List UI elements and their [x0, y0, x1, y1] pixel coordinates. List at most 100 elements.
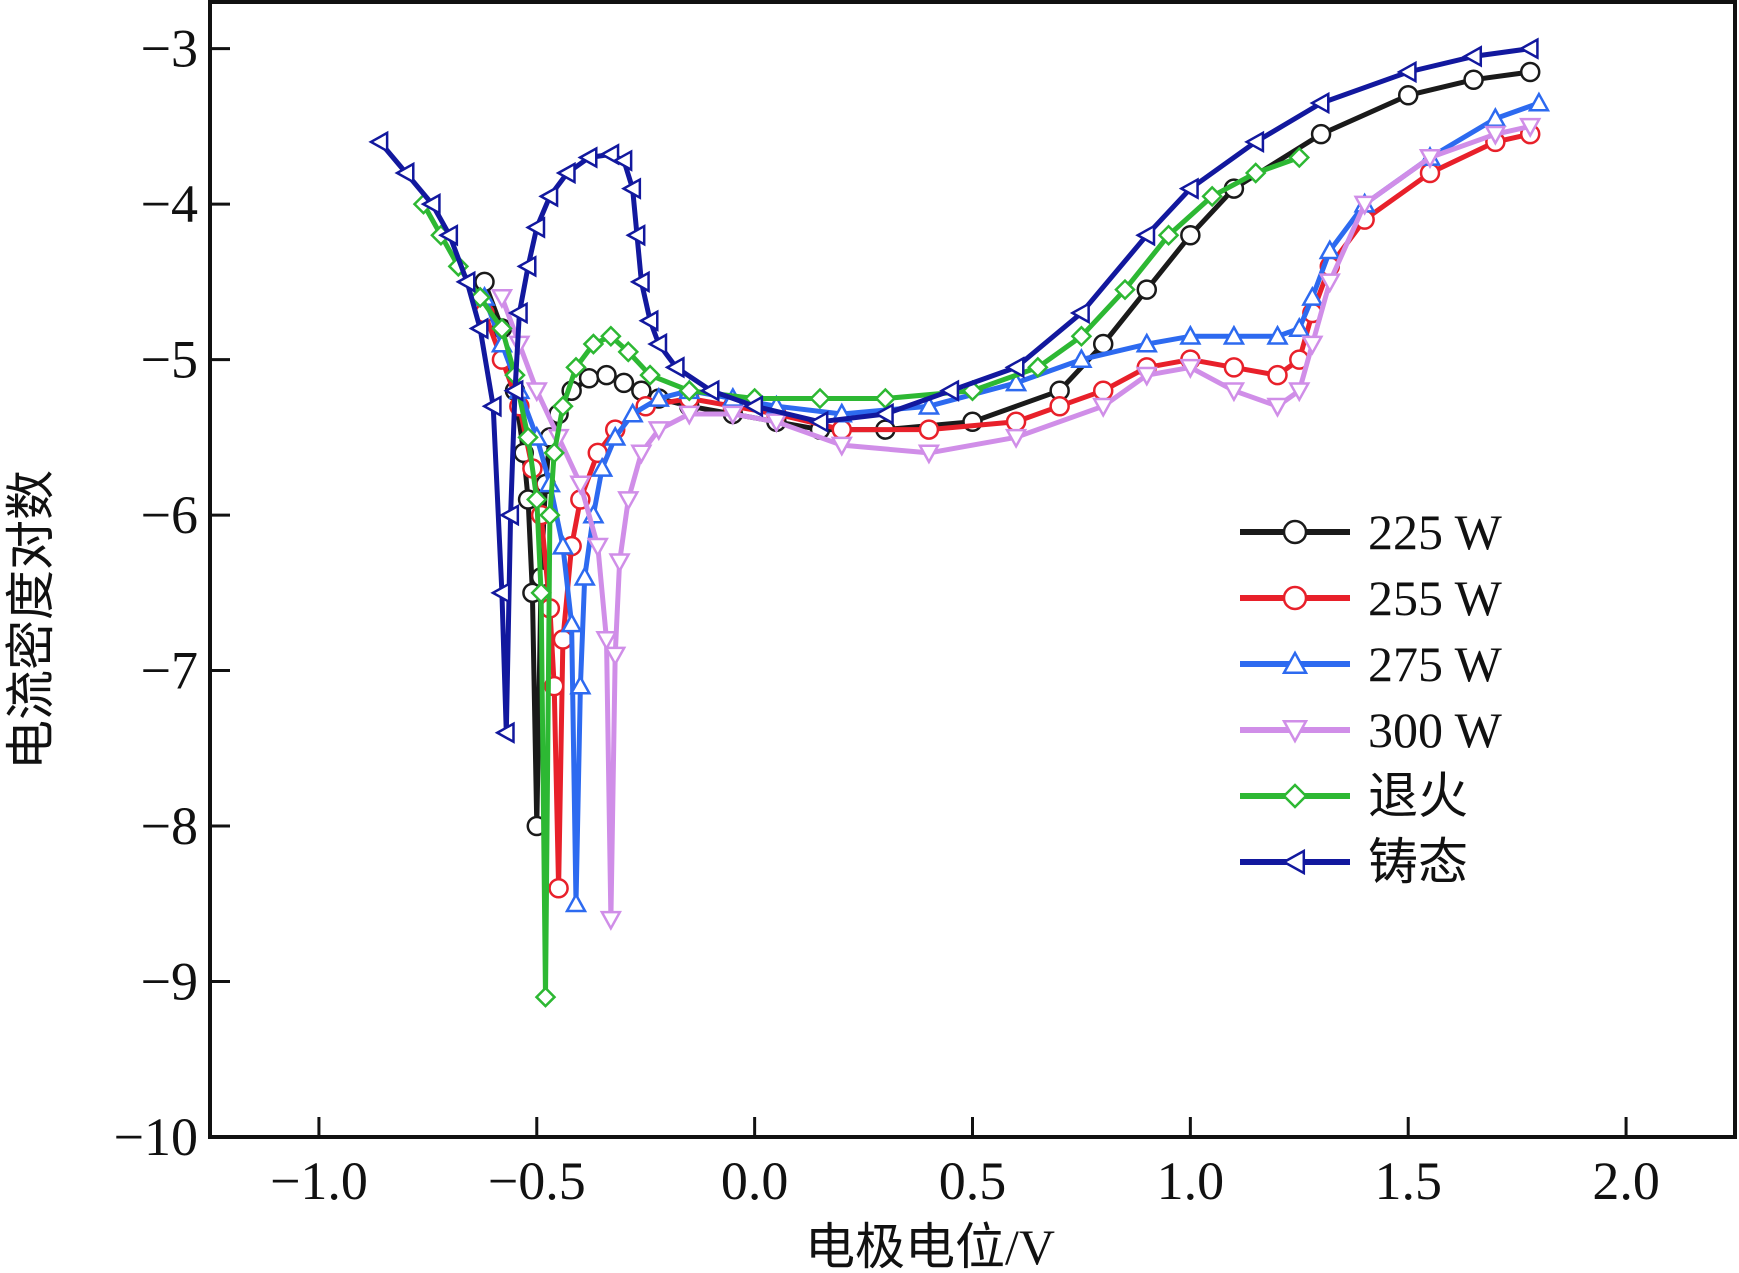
data-point: [438, 224, 459, 247]
data-point: [678, 405, 701, 426]
data-point: [1092, 380, 1114, 401]
data-point: [1004, 371, 1028, 392]
data-point: [1178, 177, 1199, 200]
data-point: [599, 910, 622, 931]
legend-marker: [1281, 650, 1309, 675]
series-3: [490, 117, 1542, 931]
y-tick-label: −7: [141, 641, 198, 701]
data-point: [1004, 428, 1028, 449]
data-point: [548, 877, 569, 899]
data-point: [1092, 333, 1114, 355]
legend-item: 退火: [1240, 768, 1468, 824]
data-point: [552, 395, 574, 418]
data-point: [534, 986, 557, 1008]
data-point: [621, 177, 642, 200]
data-point: [543, 442, 565, 464]
data-point: [1135, 224, 1156, 247]
legend-label: 300 W: [1368, 702, 1503, 758]
data-point: [582, 333, 605, 355]
data-point: [468, 317, 489, 340]
data-point: [578, 368, 600, 389]
data-point: [939, 379, 960, 402]
data-point: [1309, 91, 1330, 115]
data-point: [1519, 117, 1542, 138]
data-point: [1179, 358, 1202, 379]
data-point: [1136, 279, 1158, 300]
data-point: [873, 402, 894, 426]
data-point: [1069, 301, 1090, 325]
legend-item: 铸态: [1240, 834, 1468, 890]
data-point: [1301, 285, 1324, 306]
data-point: [613, 372, 635, 394]
data-point: [765, 413, 788, 434]
data-point: [599, 143, 620, 166]
data-point: [1244, 130, 1265, 154]
data-point: [617, 341, 640, 363]
data-point: [565, 356, 587, 379]
x-tick-label: −1.0: [270, 1151, 368, 1211]
data-point: [595, 631, 618, 652]
data-point: [1201, 185, 1223, 208]
data-point: [491, 317, 513, 340]
x-tick-label: 1.5: [1374, 1151, 1442, 1211]
data-point: [596, 364, 617, 386]
legend-marker: [1281, 719, 1309, 744]
data-point: [625, 224, 646, 247]
data-point: [539, 504, 561, 526]
data-point: [586, 537, 609, 558]
data-point: [1301, 335, 1324, 356]
data-point: [1114, 278, 1136, 301]
x-axis-title: 电极电位/V: [805, 1219, 1055, 1273]
y-axis-ticks: −3 −4 −5 −6 −7 −8 −9 −10: [114, 19, 230, 1167]
data-point: [918, 419, 940, 440]
x-tick-label: 0.5: [939, 1151, 1007, 1211]
data-point: [420, 192, 441, 216]
data-point: [699, 379, 720, 402]
data-point: [830, 436, 853, 457]
legend-item: 225 W: [1240, 504, 1503, 560]
data-point: [560, 612, 583, 633]
data-point: [1353, 195, 1376, 216]
data-point: [552, 629, 574, 650]
legend-marker: [1282, 519, 1308, 545]
data-point: [1461, 45, 1483, 68]
data-point: [604, 646, 627, 667]
data-point: [1318, 273, 1341, 294]
data-point: [517, 426, 539, 449]
data-point: [507, 301, 528, 325]
data-point: [639, 364, 661, 386]
data-point: [368, 130, 389, 154]
data-point: [1223, 357, 1245, 378]
y-tick-label: −3: [141, 19, 198, 79]
y-tick-label: −4: [141, 174, 198, 234]
data-point: [1318, 239, 1341, 260]
data-point: [1179, 324, 1202, 345]
legend-marker: [1282, 585, 1308, 611]
data-point: [1519, 61, 1541, 83]
data-point: [831, 419, 853, 440]
data-point: [664, 356, 685, 379]
data-point: [1266, 397, 1289, 418]
data-point: [1418, 149, 1442, 170]
y-tick-label: −6: [141, 485, 198, 545]
data-point: [1005, 411, 1027, 433]
data-point: [1518, 37, 1539, 60]
x-axis-ticks: −1.0 −0.5 0.0 0.5 1.0 1.5 2.0: [270, 1117, 1660, 1211]
data-point: [1092, 397, 1115, 418]
data-point: [555, 161, 576, 185]
data-point: [499, 503, 520, 527]
data-point: [647, 386, 670, 407]
data-point: [1180, 224, 1201, 246]
data-point: [1135, 366, 1158, 387]
data-point: [1288, 382, 1311, 403]
data-point: [1244, 162, 1267, 184]
data-point: [647, 421, 670, 442]
data-point: [490, 288, 514, 309]
data-point: [564, 892, 588, 913]
data-point: [538, 185, 559, 208]
series-layer: [368, 37, 1551, 1008]
data-point: [1288, 146, 1311, 169]
y-axis-title: 电流密度对数: [3, 470, 59, 770]
